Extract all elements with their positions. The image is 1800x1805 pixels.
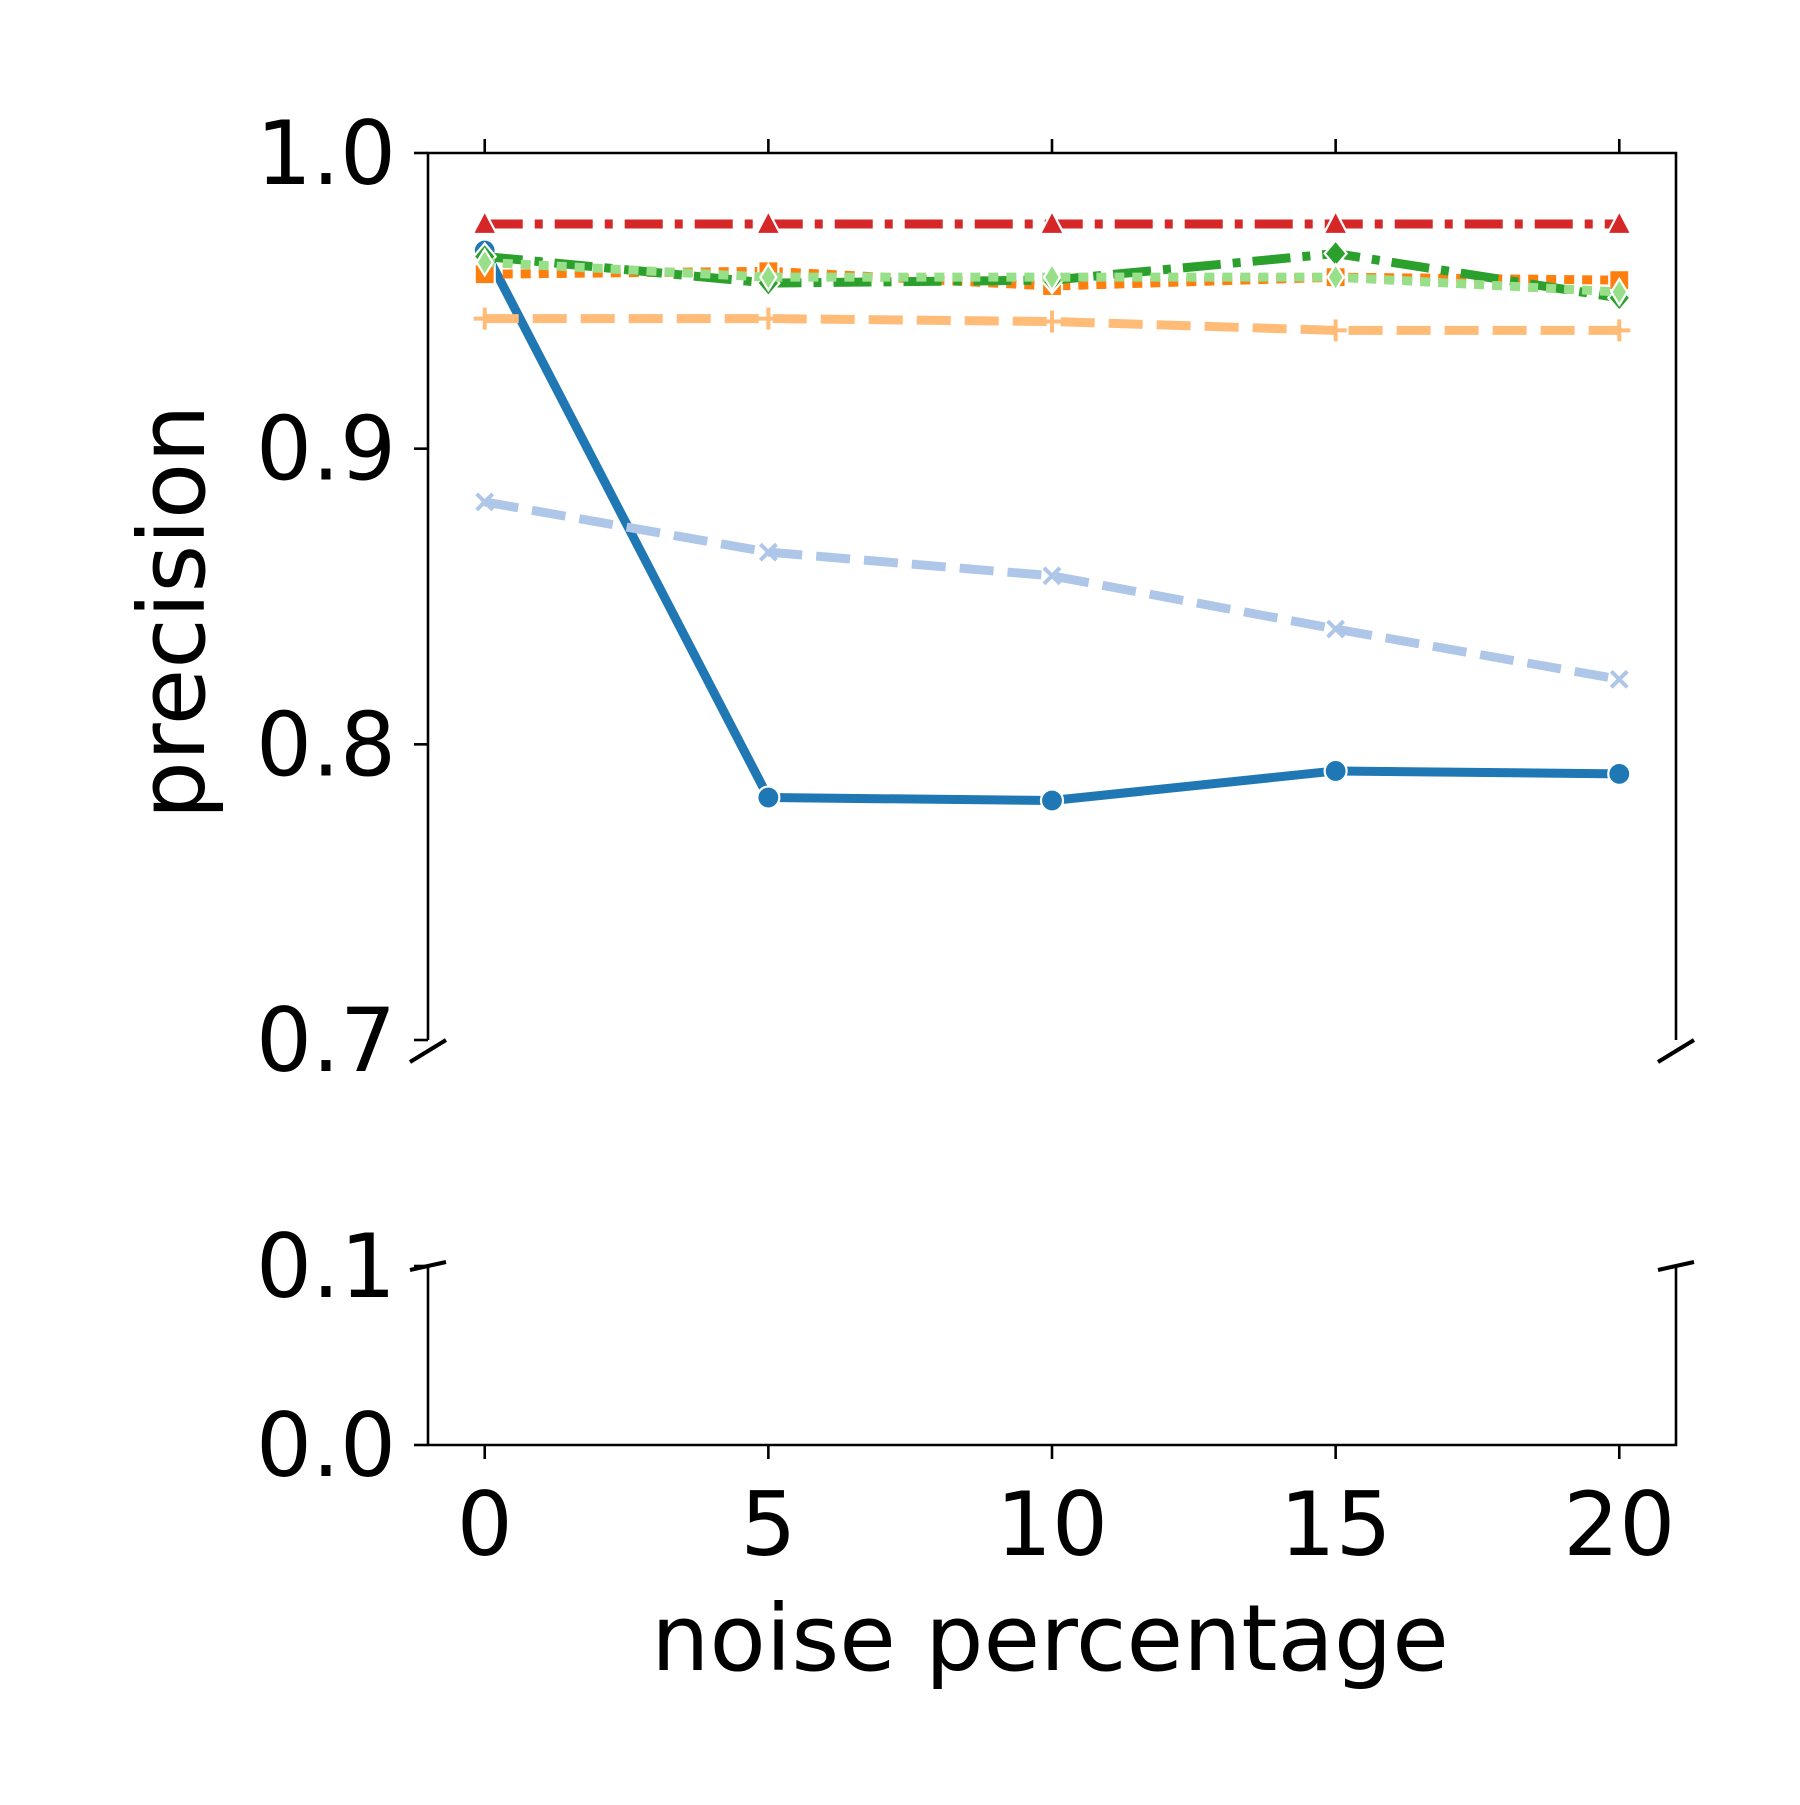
y-tick-label: 0.7 <box>256 989 396 1092</box>
y-tick-label: 0.9 <box>256 398 396 501</box>
x-tick-label: 0 <box>457 1473 513 1576</box>
y-tick-label: 0.1 <box>256 1215 396 1318</box>
series-point-2 <box>475 492 495 512</box>
y-tick-label: 0.0 <box>256 1394 396 1497</box>
series-point-4 <box>1324 319 1347 342</box>
series-point-2 <box>1326 619 1346 639</box>
series-point-5 <box>1605 208 1634 236</box>
series-point-5 <box>754 208 783 236</box>
lower-axes-frame <box>426 1266 1678 1447</box>
series-point-2 <box>1042 566 1062 586</box>
series-point-7 <box>1609 276 1629 308</box>
series-point-7 <box>475 247 495 278</box>
y-axis-label: precision <box>119 404 226 819</box>
series-point-1 <box>1323 758 1348 784</box>
series-point-1 <box>1607 761 1632 787</box>
y-tick-label: 0.8 <box>256 693 396 796</box>
series-point-7 <box>759 262 778 293</box>
axis-break-mark <box>1657 1260 1695 1272</box>
axis-break-mark <box>408 1038 448 1064</box>
series-point-5 <box>1321 208 1350 236</box>
series-point-4 <box>1041 310 1063 333</box>
series-point-7 <box>1326 262 1345 293</box>
series-point-4 <box>757 307 780 330</box>
x-tick-label: 10 <box>996 1473 1108 1576</box>
y-tick-label: 1.0 <box>256 102 396 205</box>
series-line-2 <box>483 497 1621 684</box>
series-line-4 <box>484 314 1620 335</box>
series-point-4 <box>1608 319 1631 342</box>
series-point-2 <box>1609 669 1629 689</box>
axis-break-mark <box>1656 1038 1696 1064</box>
series-point-7 <box>1042 262 1062 293</box>
x-tick-label: 20 <box>1563 1473 1675 1576</box>
series-point-4 <box>473 307 496 330</box>
series-point-5 <box>470 208 499 236</box>
x-tick-label: 15 <box>1280 1473 1392 1576</box>
x-tick-label: 5 <box>740 1473 796 1576</box>
series-point-5 <box>1038 208 1066 236</box>
series-point-1 <box>756 785 781 810</box>
x-axis-label: noise percentage <box>651 1585 1449 1692</box>
series-point-1 <box>1039 788 1065 813</box>
series-point-2 <box>758 542 778 562</box>
